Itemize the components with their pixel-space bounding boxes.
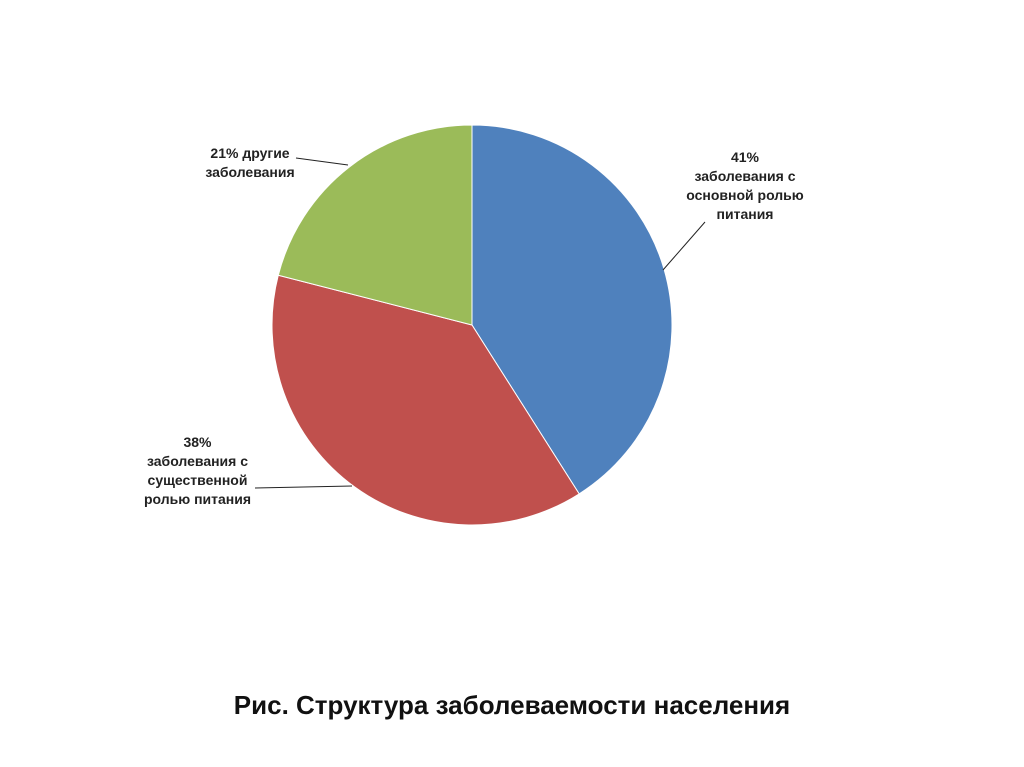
data-label: 21% другие заболевания <box>195 144 305 182</box>
value-label: 38% <box>183 434 212 450</box>
data-label: 38% заболевания с существенной ролью пита… <box>130 433 265 509</box>
leader-line <box>254 485 353 489</box>
data-label: 41% заболевания с основной ролью питания <box>675 148 815 224</box>
value-label: 21% <box>210 145 239 161</box>
pie-slice <box>271 274 580 526</box>
category-label: заболевания с основной ролью питания <box>686 168 804 222</box>
chart-title: Рис. Структура заболеваемости населения <box>233 690 791 720</box>
pie-slice <box>277 124 473 326</box>
category-label: другие заболевания <box>205 145 295 180</box>
leader-line <box>295 157 349 166</box>
value-label: 41% <box>730 149 760 165</box>
leader-line <box>662 221 706 271</box>
category-label: заболевания с существенной ролью питания <box>143 453 252 507</box>
